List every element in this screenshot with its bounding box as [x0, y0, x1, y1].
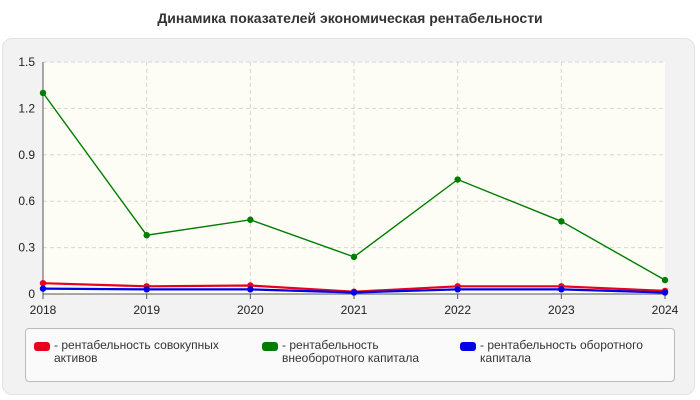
legend-swatch-assets — [34, 342, 50, 351]
data-point — [143, 232, 150, 239]
x-tick-label: 2022 — [444, 303, 471, 317]
legend-item-working[interactable]: - рентабельность оборотного капитала — [460, 339, 670, 365]
y-tick-label: 1.2 — [18, 101, 35, 115]
legend: - рентабельность совокупных активов - ре… — [25, 328, 675, 382]
legend-label-noncurrent: - рентабельность внеоборотного капитала — [282, 338, 419, 365]
data-point — [247, 216, 254, 223]
data-point — [143, 286, 150, 293]
x-tick-label: 2024 — [652, 303, 679, 317]
legend-label-working: - рентабельность оборотного капитала — [480, 338, 643, 365]
y-tick-label: 0 — [28, 287, 35, 301]
data-point — [350, 289, 358, 296]
data-point — [661, 276, 669, 284]
data-point — [454, 286, 461, 293]
x-tick-label: 2019 — [133, 303, 160, 317]
chart-title: Динамика показателей экономическая рента… — [157, 10, 543, 26]
legend-item-noncurrent[interactable]: - рентабельность внеоборотного капитала — [262, 339, 452, 365]
data-point — [350, 253, 358, 261]
legend-label-assets: - рентабельность совокупных активов — [54, 338, 219, 365]
data-point — [558, 218, 565, 225]
data-point — [454, 176, 461, 183]
data-point — [39, 285, 47, 292]
data-point — [247, 286, 254, 293]
data-point — [39, 89, 47, 97]
x-tick-label: 2018 — [30, 303, 57, 317]
x-tick-label: 2020 — [237, 303, 264, 317]
data-point — [661, 289, 669, 296]
legend-item-assets[interactable]: - рентабельность совокупных активов — [34, 339, 244, 365]
y-tick-label: 1.5 — [18, 55, 35, 69]
data-point — [558, 286, 565, 293]
legend-swatch-noncurrent — [262, 342, 278, 351]
x-tick-label: 2021 — [341, 303, 368, 317]
y-tick-label: 0.3 — [18, 241, 35, 255]
y-tick-label: 0.9 — [18, 148, 35, 162]
legend-swatch-working — [460, 342, 476, 351]
data-point — [39, 279, 47, 287]
y-tick-label: 0.6 — [18, 194, 35, 208]
x-tick-label: 2023 — [548, 303, 575, 317]
